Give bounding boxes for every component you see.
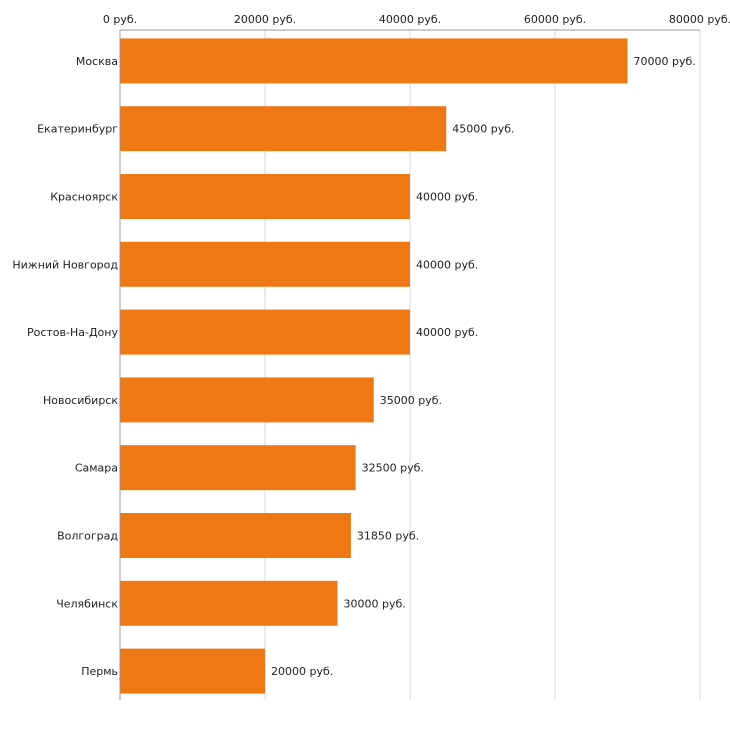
- bar: [120, 38, 628, 84]
- bar-value-label: 40000 руб.: [416, 326, 478, 339]
- bar-value-label: 32500 руб.: [362, 462, 424, 475]
- bar: [120, 580, 338, 626]
- bar-value-label: 40000 руб.: [416, 191, 478, 204]
- y-category-label: Новосибирск: [43, 394, 118, 407]
- bar: [120, 445, 356, 491]
- bar-value-label: 20000 руб.: [271, 665, 333, 678]
- y-category-label: Ростов-На-Дону: [27, 326, 118, 339]
- bar-value-label: 45000 руб.: [452, 123, 514, 136]
- bar: [120, 106, 447, 152]
- bar-value-label: 40000 руб.: [416, 258, 478, 271]
- bar: [120, 648, 265, 694]
- y-category-label: Пермь: [81, 665, 118, 678]
- axes: 0 руб. 20000 руб. 40000 руб. 60000 руб. 8000…: [12, 13, 730, 700]
- bar-value-label: 35000 руб.: [380, 394, 442, 407]
- x-tick-label: 80000 руб.: [669, 13, 730, 26]
- y-category-label: Челябинск: [56, 597, 118, 610]
- bar-value-label: 30000 руб.: [344, 597, 406, 610]
- bar-value-label: 70000 руб.: [634, 55, 696, 68]
- bar: [120, 174, 410, 219]
- y-category-label: Волгоград: [57, 530, 118, 543]
- y-category-label: Красноярск: [50, 191, 118, 204]
- bar: [120, 309, 410, 355]
- x-tick-label: 60000 руб.: [524, 13, 586, 26]
- y-category-label: Самара: [75, 462, 118, 475]
- bar: [120, 377, 374, 423]
- x-tick-label: 20000 руб.: [234, 13, 296, 26]
- y-category-label: Нижний Новгород: [12, 258, 118, 271]
- x-tick-label: 0 руб.: [103, 13, 137, 26]
- y-category-label: Москва: [76, 55, 118, 68]
- bar-value-label: 31850 руб.: [357, 530, 419, 543]
- x-tick-label: 40000 руб.: [379, 13, 441, 26]
- y-category-label: Екатеринбург: [37, 123, 118, 136]
- bar: [120, 241, 410, 287]
- bar: [120, 513, 351, 558]
- bars: [120, 38, 628, 694]
